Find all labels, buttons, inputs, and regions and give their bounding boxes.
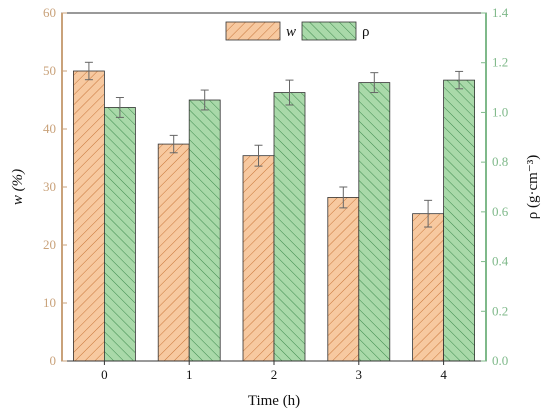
left-axis: 0 10 20 30 40 50 60: [43, 5, 67, 368]
bar-w: [157, 143, 190, 362]
x-tick-label: 3: [356, 367, 363, 382]
y-tick-label-right: 0.0: [492, 353, 508, 368]
y-axis-right-title: ρ (g·cm⁻³): [525, 155, 541, 219]
bar-rho: [358, 82, 391, 362]
bar-rho: [273, 92, 306, 362]
bar-w: [327, 197, 360, 362]
x-axis: 0 1 2 3 4: [101, 361, 447, 382]
y-tick-label-right: 1.4: [492, 5, 509, 20]
y-tick-label-right: 1.0: [492, 104, 508, 119]
y-tick-label-left: 30: [43, 179, 56, 194]
y-tick-label-left: 20: [43, 237, 56, 252]
errorbars-layer: [84, 61, 464, 228]
legend-swatch-rho: [301, 21, 357, 41]
bar-w: [412, 213, 445, 362]
legend-swatch-w: [225, 21, 281, 41]
bar-w: [242, 155, 275, 362]
y-tick-label-left: 10: [43, 295, 56, 310]
y-tick-label-right: 0.2: [492, 303, 508, 318]
x-axis-title: Time (h): [248, 393, 300, 409]
legend-label-rho: ρ: [362, 24, 370, 40]
x-tick-label: 0: [101, 367, 108, 382]
x-tick-label: 1: [186, 367, 193, 382]
right-axis: 0.0 0.2 0.4 0.6 0.8 1.0 1.2 1.4: [481, 5, 509, 368]
y-tick-label-left: 40: [43, 121, 56, 136]
y-tick-label-right: 0.8: [492, 154, 508, 169]
bars-layer: [73, 70, 476, 362]
y-axis-left-title: w (%): [10, 169, 26, 205]
y-tick-label-left: 0: [50, 353, 57, 368]
y-tick-label-right: 0.6: [492, 204, 509, 219]
bar-w: [73, 70, 105, 362]
bar-rho: [188, 99, 221, 362]
legend-label-w: w: [286, 24, 296, 40]
legend: w ρ: [225, 21, 370, 41]
y-tick-label-right: 0.4: [492, 254, 509, 269]
y-tick-label-left: 50: [43, 63, 56, 78]
y-tick-label-right: 1.2: [492, 55, 508, 70]
x-tick-label: 4: [440, 367, 447, 382]
bar-rho: [443, 79, 476, 362]
y-tick-label-left: 60: [43, 5, 56, 20]
x-tick-label: 2: [271, 367, 278, 382]
bar-rho: [104, 107, 136, 362]
